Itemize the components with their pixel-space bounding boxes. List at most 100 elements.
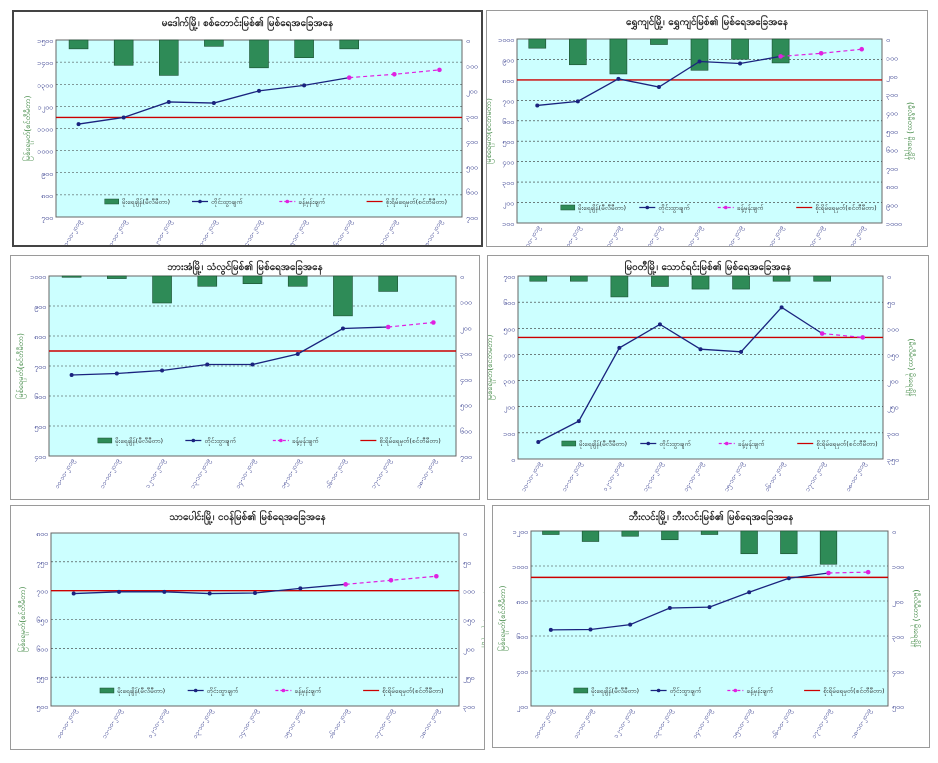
x-tick-label: ၁၅-၁၀-၂၀၁၉ bbox=[730, 707, 755, 741]
y2-tick-label: ၀ bbox=[892, 528, 896, 536]
forecast-point bbox=[818, 51, 824, 56]
rainfall-bar bbox=[242, 275, 263, 285]
rainfall-bar bbox=[581, 530, 600, 542]
y2-tick-label: ၅၀၀ bbox=[886, 128, 898, 137]
y-tick-label: ၇၀၀ bbox=[41, 214, 53, 223]
rainfall-bar bbox=[621, 530, 639, 537]
x-tick-label: ၁၁-၁၀-၂၀၁၉ bbox=[560, 460, 585, 494]
y-tick-label: ၁၁၀၀ bbox=[37, 126, 53, 134]
forecast-point bbox=[865, 569, 871, 575]
x-tick-label: ၁၇-၁၀-၂၀၁၉ bbox=[372, 707, 397, 741]
observed-point bbox=[114, 371, 119, 376]
legend-forecast-label: ခန့်မှန်းချက် bbox=[737, 204, 764, 213]
x-tick-label: ၁၆-၁၀-၂၀၁၉ bbox=[324, 457, 349, 491]
observed-point bbox=[205, 362, 210, 367]
forecast-point bbox=[346, 75, 352, 80]
y2-tick-label: ၄၀၀ bbox=[892, 668, 904, 677]
rainfall-bar bbox=[378, 275, 398, 292]
chart-panel-madauk: မဒေါက်မြို့၊ စစ်တောင်းမြစ်၏ မြစ်ရေအခြေအန… bbox=[12, 10, 483, 247]
y-tick-label: ၁၀၀၀ bbox=[498, 36, 514, 44]
x-tick-label: ၁၆-၁၀-၂၀၁၉ bbox=[763, 460, 788, 494]
observed-line bbox=[550, 572, 829, 631]
observed-point bbox=[69, 373, 74, 377]
observed-point bbox=[747, 590, 752, 595]
y2-tick-label: ၃၅၀ bbox=[887, 456, 899, 465]
y2-tick-label: ၅၀၀ bbox=[466, 163, 478, 172]
y-tick-label: ၁၀၀ bbox=[502, 220, 514, 228]
y-axis-label: မြစ်ရေမှတ်(စင်တီမီတာ) bbox=[488, 334, 495, 400]
chart-title: ဘီးလင်းမြို့၊ ဘီးလင်းမြစ်၏ မြစ်ရေအခြေအနေ bbox=[628, 512, 794, 523]
y-tick-label: ၇၀၀ bbox=[503, 273, 515, 282]
y-tick-label: ၉၀၀ bbox=[41, 170, 53, 179]
legend-danger-label: စိုးရိမ်ရေမှတ်(စင်တီမီတာ) bbox=[815, 204, 876, 213]
x-tick-label: ၁၇-၁၀-၂၀၁၉ bbox=[803, 460, 828, 494]
y2-tick-label: ၅၀၀ bbox=[460, 402, 472, 411]
forecast-point bbox=[778, 54, 783, 59]
y2-tick-label: ၆၀၀ bbox=[886, 146, 898, 154]
y-tick-label: ၅၀၀ bbox=[34, 423, 46, 432]
y2-tick-label: ၂၀၀ bbox=[465, 88, 477, 97]
forecast-point bbox=[826, 570, 831, 576]
rainfall-bar bbox=[780, 530, 798, 555]
y-tick-label: ၁၀၀၀ bbox=[37, 148, 53, 156]
rainfall-bar bbox=[152, 275, 172, 304]
x-tick-label: ၁၀-၁၀-၂၀၁၉ bbox=[60, 218, 85, 245]
legend-danger-label: စိုးရိမ်ရေမှတ်(စင်တီမီတာ) bbox=[382, 687, 443, 696]
observed-point bbox=[617, 345, 622, 350]
y2-tick-label: ၄၀၀ bbox=[886, 110, 898, 119]
y-tick-label: ၉၀၀ bbox=[34, 303, 46, 312]
y2-axis-label: (မီလီမီတာ) မိုးရေချိန် bbox=[905, 102, 915, 160]
observed-point bbox=[628, 622, 633, 627]
y2-tick-label: ၂၀၀ bbox=[462, 645, 474, 654]
y2-tick-label: ၇၀၀ bbox=[466, 214, 478, 223]
x-tick-label: ၁၀-၁၀-၂၀၁၉ bbox=[518, 224, 543, 246]
legend-forecast-marker bbox=[733, 688, 738, 693]
legend-rainfall-label: မိုးရေချိန်(မီလီမီတာ) bbox=[117, 687, 165, 696]
rainfall-bar bbox=[113, 39, 134, 66]
y-tick-label: ၇၀၀ bbox=[36, 588, 48, 597]
rainfall-bar bbox=[61, 275, 82, 278]
rainfall-bar bbox=[542, 530, 560, 535]
x-tick-label: ၁၄-၁၀-၂၀၁၉ bbox=[682, 460, 707, 494]
y2-tick-label: ၁၀၀ bbox=[887, 325, 899, 333]
y-tick-label: ၆၀၀ bbox=[503, 299, 515, 307]
observed-point bbox=[166, 99, 171, 104]
x-tick-label: ၁၃-၁၀-၂၀၁၉ bbox=[641, 460, 666, 494]
legend-rainfall-swatch bbox=[99, 687, 115, 694]
legend-rainfall-swatch bbox=[104, 198, 119, 205]
y-tick-label: ၆၅၀ bbox=[36, 617, 48, 626]
legend-rainfall-swatch bbox=[573, 687, 589, 694]
y-tick-label: ၁၀၀ bbox=[503, 430, 515, 438]
chart-panel-shwegyin: ရွှေကျင်မြို့၊ ရွှေကျင်မြစ်၏ မြစ်ရေအခြေအ… bbox=[486, 10, 928, 247]
y-tick-label: ၅၀၀ bbox=[503, 325, 515, 334]
rainfall-bar bbox=[528, 38, 547, 49]
y-tick-label: ၂၀၀ bbox=[502, 200, 514, 209]
x-tick-label: ၁၁-၁၀-၂၀၁၉ bbox=[572, 707, 597, 741]
y-tick-label: ၁၃၀၀ bbox=[37, 81, 53, 90]
y2-tick-label: ၃၀၀ bbox=[466, 113, 478, 122]
observed-point bbox=[697, 59, 702, 64]
x-tick-label: ၁၈-၁၀-၂၀၁၉ bbox=[414, 457, 439, 491]
legend-rainfall-label: မိုးရေချိန်(မီလီမီတာ) bbox=[578, 204, 626, 213]
rainfall-bar bbox=[740, 530, 758, 555]
rainfall-bar bbox=[610, 275, 629, 298]
x-tick-label: ၁၁-၁၀-၂၀၁၉ bbox=[105, 218, 130, 245]
y-axis-label: မြစ်ရေမှတ်(စင်တီမီတာ) bbox=[16, 333, 26, 399]
x-tick-label: ၁၄-၁၀-၂၀၁၉ bbox=[234, 457, 259, 491]
y-tick-label: ၅၀၀ bbox=[502, 138, 514, 147]
chart-svg: ၁၂၀၀၁၀၀၀၈၀၀၆၀၀၄၀၀၂၀၀၀၁၀၀၂၀၀၃၀၀၄၀၀၅၀၀မြစ်… bbox=[498, 528, 921, 741]
rainfall-bar bbox=[650, 38, 668, 45]
y-tick-label: ၈၀၀ bbox=[41, 192, 53, 200]
forecast-point bbox=[437, 67, 442, 73]
legend-observed-label: တိုင်းထွာချက် bbox=[207, 687, 239, 696]
forecast-point bbox=[819, 331, 825, 336]
y2-tick-label: ၂၅၀ bbox=[462, 674, 474, 683]
legend-observed-marker bbox=[646, 441, 651, 446]
y-tick-label: ၅၀၀ bbox=[36, 703, 48, 712]
x-tick-label: ၁၃-၁၀-၂၀၁၉ bbox=[195, 218, 220, 245]
y-tick-label: ၈၀၀ bbox=[516, 598, 528, 606]
rainfall-bar bbox=[249, 39, 269, 69]
chart-svg: ၁၀၀၀၉၀၀၈၀၀၇၀၀၆၀၀၅၀၀၄၀၀၀၁၀၀၂၀၀၃၀၀၄၀၀၅၀၀၆၀… bbox=[16, 273, 472, 491]
forecast-point bbox=[385, 324, 391, 330]
y-tick-label: ၃၀၀ bbox=[503, 378, 515, 387]
